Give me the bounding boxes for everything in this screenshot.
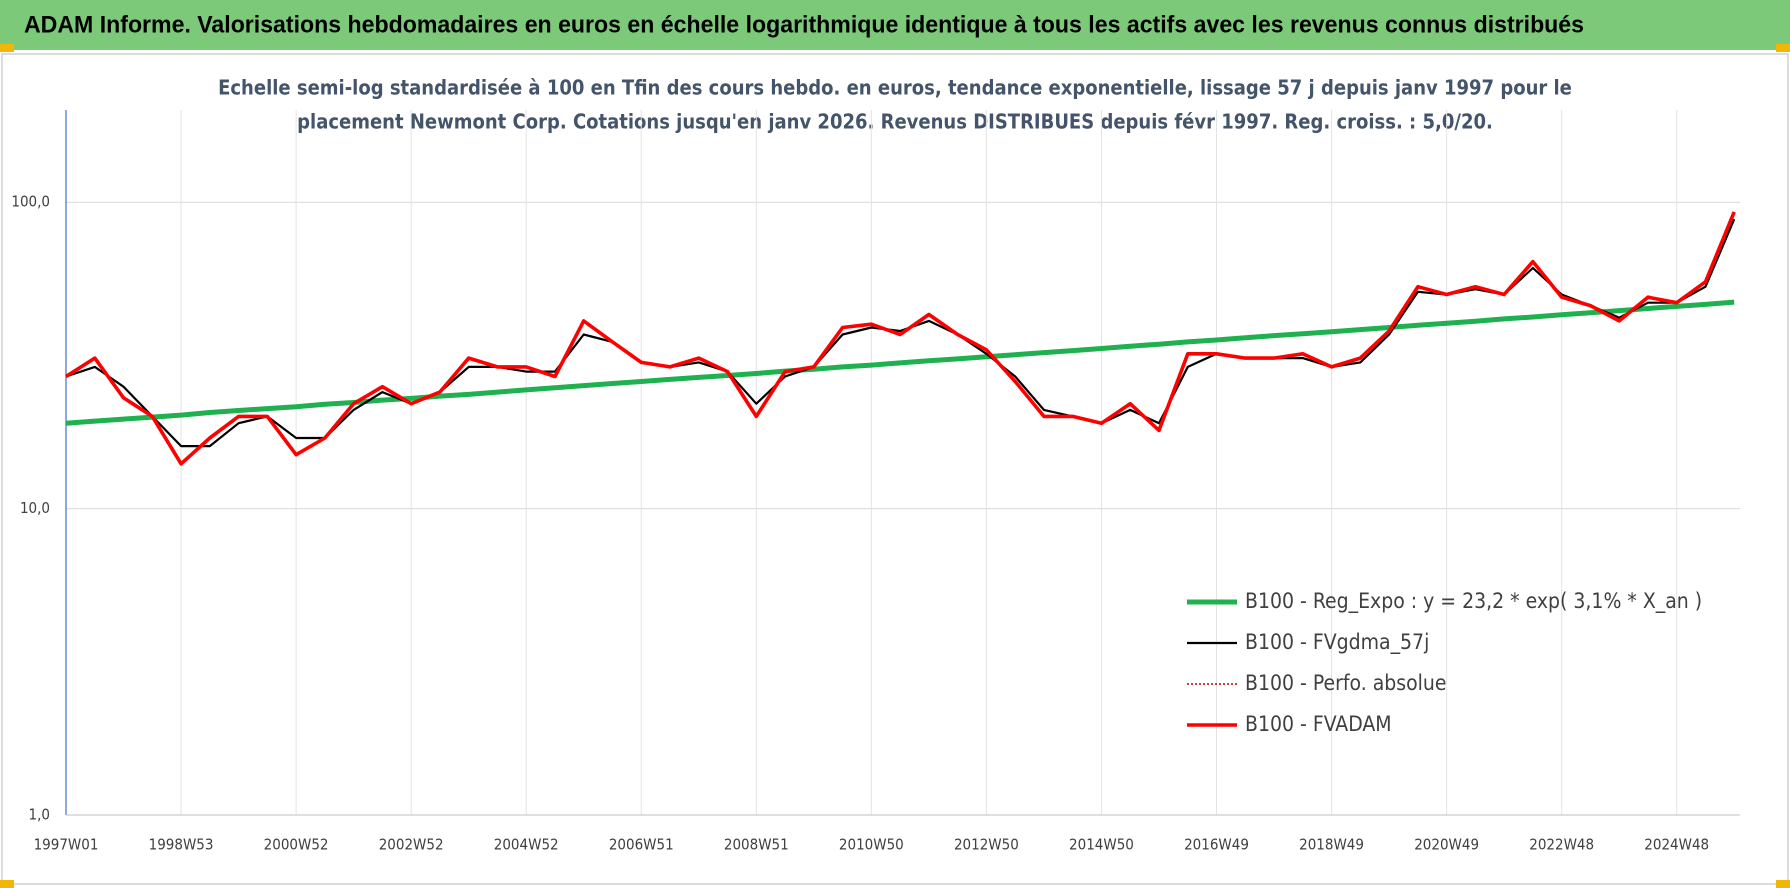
x-tick-label: 2010W50 (839, 836, 904, 854)
chart-subtitle: placement Newmont Corp. Cotations jusqu'… (297, 110, 1493, 134)
x-tick-label: 2014W50 (1069, 836, 1134, 854)
legend-label: B100 - Reg_Expo : y = 23,2 * exp( 3,1% *… (1245, 589, 1702, 614)
x-tick-label: 2024W48 (1644, 836, 1709, 854)
x-tick-label: 2002W52 (379, 836, 444, 854)
chart-subtitle: Echelle semi-log standardisée à 100 en T… (218, 76, 1572, 100)
corner (1776, 44, 1790, 52)
chart-frame (1, 53, 1789, 885)
x-tick-label: 1997W01 (34, 836, 99, 854)
y-tick-label: 10,0 (20, 499, 50, 517)
x-tick-label: 2018W49 (1299, 836, 1364, 854)
legend-label: B100 - FVgdma_57j (1245, 630, 1429, 655)
banner-title: ADAM Informe. Valorisations hebdomadaire… (24, 11, 1584, 38)
corner (0, 880, 14, 888)
x-tick-label: 1998W53 (149, 836, 214, 854)
x-tick-label: 2022W48 (1529, 836, 1594, 854)
legend-label: B100 - FVADAM (1245, 712, 1392, 736)
corner (0, 44, 14, 52)
x-tick-label: 2000W52 (264, 836, 329, 854)
y-tick-label: 100,0 (11, 193, 50, 211)
y-tick-label: 1,0 (29, 806, 50, 824)
series-line (65, 211, 1736, 466)
series-line (65, 299, 1735, 426)
x-tick-label: 2016W49 (1184, 836, 1249, 854)
x-tick-label: 2004W52 (494, 836, 559, 854)
banner (0, 0, 1790, 50)
x-tick-label: 2012W50 (954, 836, 1019, 854)
corner (1776, 880, 1790, 888)
x-tick-label: 2006W51 (609, 836, 674, 854)
x-tick-label: 2020W49 (1414, 836, 1479, 854)
x-tick-label: 2008W51 (724, 836, 789, 854)
legend-label: B100 - Perfo. absolue (1245, 671, 1447, 695)
